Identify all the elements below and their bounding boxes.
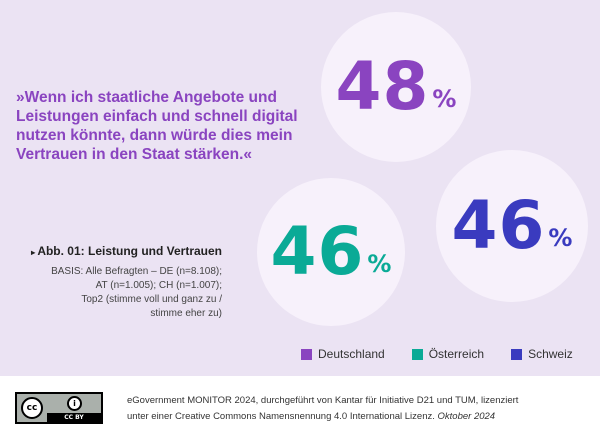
value-circle-deutschland: 48% bbox=[321, 12, 471, 162]
legend-label: Schweiz bbox=[528, 347, 573, 361]
unit-schweiz: % bbox=[548, 224, 573, 252]
value-schweiz: 46 bbox=[451, 187, 546, 264]
legend-item-schweiz: Schweiz bbox=[511, 347, 573, 361]
legend-swatch bbox=[411, 348, 423, 360]
cc-circle-icon: cc bbox=[21, 397, 43, 419]
footer-line: eGovernment MONITOR 2024, durchgeführt v… bbox=[127, 395, 519, 406]
legend-item-oesterreich: Österreich bbox=[411, 347, 485, 361]
legend-label: Deutschland bbox=[318, 347, 385, 361]
figure-title-row: ▸ Abb. 01: Leistung und Vertrauen bbox=[22, 244, 222, 258]
value-deutschland: 48 bbox=[335, 48, 430, 125]
footer-license-text: unter einer Creative Commons Namensnennu… bbox=[127, 411, 435, 422]
figure-basis: BASIS: Alle Befragten – DE (n=8.108); AT… bbox=[22, 265, 222, 321]
value-circle-schweiz: 46% bbox=[436, 150, 588, 302]
infographic-panel: »Wenn ich staatliche Angebote und Leistu… bbox=[0, 0, 600, 376]
footer-date: Oktober 2024 bbox=[437, 411, 496, 422]
legend-item-deutschland: Deutschland bbox=[301, 347, 385, 361]
footer: cc i CC BY eGovernment MONITOR 2024, dur… bbox=[15, 392, 518, 425]
attribution-person-icon: i bbox=[67, 396, 82, 411]
footer-credit: eGovernment MONITOR 2024, durchgeführt v… bbox=[127, 393, 518, 425]
legend: Deutschland Österreich Schweiz bbox=[301, 347, 600, 361]
basis-line: AT (n=1.005); CH (n=1.007); bbox=[95, 280, 222, 291]
unit-oesterreich: % bbox=[367, 250, 392, 278]
triangle-bullet-icon: ▸ bbox=[31, 248, 38, 257]
legend-swatch bbox=[301, 348, 312, 360]
basis-line: Top2 (stimme voll und ganz zu / bbox=[81, 294, 222, 305]
legend-swatch bbox=[511, 348, 523, 360]
figure-caption: ▸ Abb. 01: Leistung und Vertrauen BASIS:… bbox=[22, 244, 222, 321]
value-circle-oesterreich: 46% bbox=[257, 178, 405, 326]
value-oesterreich: 46 bbox=[270, 213, 365, 290]
cc-by-license-icon: cc i CC BY bbox=[15, 392, 103, 424]
footer-line: unter einer Creative Commons Namensnennu… bbox=[127, 409, 518, 425]
basis-line: BASIS: Alle Befragten – DE (n=8.108); bbox=[51, 266, 222, 277]
license-badge-label: CC BY bbox=[47, 413, 101, 422]
quote-text: »Wenn ich staatliche Angebote und Leistu… bbox=[16, 89, 298, 163]
basis-line: stimme eher zu) bbox=[150, 308, 222, 319]
legend-label: Österreich bbox=[428, 347, 485, 361]
figure-title: Abb. 01: Leistung und Vertrauen bbox=[37, 244, 222, 258]
unit-deutschland: % bbox=[432, 85, 457, 113]
